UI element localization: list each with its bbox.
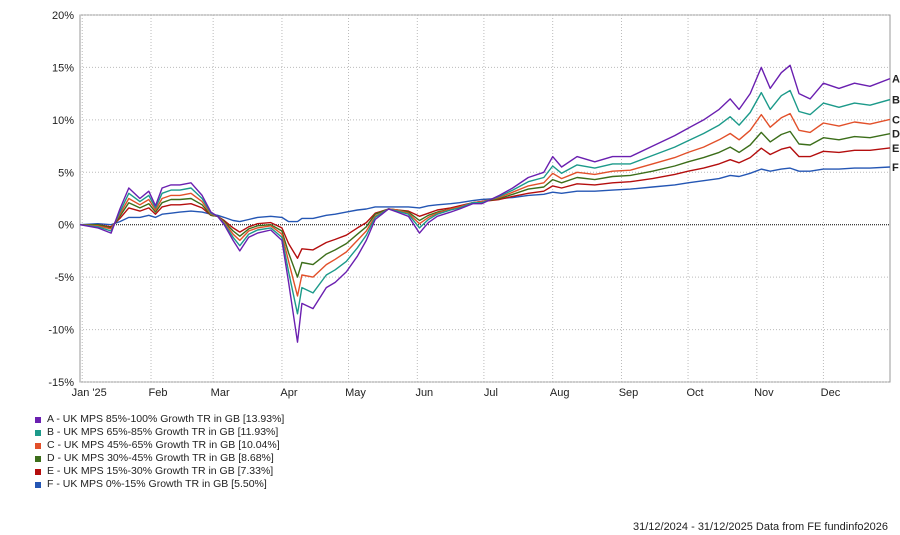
series-line-f — [79, 166, 891, 226]
legend-label: E - UK MPS 15%-30% Growth TR in GB [7.33… — [47, 465, 274, 477]
legend-label: A - UK MPS 85%-100% Growth TR in GB [13.… — [47, 413, 285, 425]
y-tick-label: 5% — [58, 167, 74, 179]
legend-item-d: D - UK MPS 30%-45% Growth TR in GB [8.68… — [35, 452, 284, 465]
series-end-label-b: B — [892, 95, 900, 107]
legend-label: D - UK MPS 30%-45% Growth TR in GB [8.68… — [47, 452, 274, 464]
x-tick-label: Jul — [484, 387, 498, 399]
y-tick-label: 15% — [52, 62, 74, 74]
x-tick-label: Jan '25 — [72, 387, 107, 399]
y-tick-label: -15% — [48, 377, 74, 389]
x-tick-label: Dec — [821, 387, 841, 399]
legend-item-b: B - UK MPS 65%-85% Growth TR in GB [11.9… — [35, 426, 284, 439]
legend: A - UK MPS 85%-100% Growth TR in GB [13.… — [35, 413, 284, 491]
x-tick-label: Apr — [280, 387, 297, 399]
series-line-a — [79, 64, 891, 343]
x-tick-label: Oct — [686, 387, 703, 399]
legend-label: F - UK MPS 0%-15% Growth TR in GB [5.50%… — [47, 478, 267, 490]
y-axis-ticks: 20% 15% 10% 5% 0% -5% -10% -15% — [48, 10, 74, 389]
legend-swatch — [35, 455, 41, 462]
series-line-e — [80, 146, 891, 259]
legend-item-f: F - UK MPS 0%-15% Growth TR in GB [5.50%… — [35, 478, 284, 491]
y-tick-label: 0% — [58, 220, 74, 232]
legend-swatch — [35, 481, 41, 488]
chart-footer: 31/12/2024 - 31/12/2025 Data from FE fun… — [632, 521, 888, 533]
y-tick-label: -5% — [54, 272, 74, 284]
x-tick-label: Mar — [211, 387, 230, 399]
series-end-label-e: E — [892, 143, 899, 155]
x-tick-label: Nov — [754, 387, 774, 399]
x-tick-label: May — [345, 387, 366, 399]
legend-label: B - UK MPS 65%-85% Growth TR in GB [11.9… — [47, 426, 279, 438]
series-end-label-f: F — [892, 162, 899, 174]
series-end-label-c: C — [892, 114, 900, 126]
series-line-b — [79, 89, 891, 315]
series-end-label-d: D — [892, 129, 900, 141]
x-tick-label: Aug — [550, 387, 570, 399]
series-line-d — [80, 130, 891, 278]
x-tick-label: Feb — [149, 387, 168, 399]
legend-item-c: C - UK MPS 45%-65% Growth TR in GB [10.0… — [35, 439, 284, 452]
legend-item-a: A - UK MPS 85%-100% Growth TR in GB [13.… — [35, 413, 284, 426]
legend-swatch — [35, 416, 41, 423]
legend-item-e: E - UK MPS 15%-30% Growth TR in GB [7.33… — [35, 465, 284, 478]
series-end-label-a: A — [892, 74, 900, 86]
legend-label: C - UK MPS 45%-65% Growth TR in GB [10.0… — [47, 439, 280, 451]
line-chart: 20% 15% 10% 5% 0% -5% -10% -15% Jan '25 Feb Mar Ap… — [48, 10, 900, 399]
x-tick-label: Sep — [619, 387, 639, 399]
legend-swatch — [35, 468, 41, 475]
y-tick-label: 20% — [52, 10, 74, 22]
x-axis-ticks: Jan '25 Feb Mar Apr May Jun Jul Aug Sep Oct Nov Dec — [72, 387, 841, 399]
series-lines — [79, 64, 891, 343]
legend-swatch — [35, 429, 41, 436]
series-line-c — [79, 112, 891, 297]
y-tick-label: 10% — [52, 115, 74, 127]
legend-swatch — [35, 442, 41, 449]
y-tick-label: -10% — [48, 325, 74, 337]
x-tick-label: Jun — [415, 387, 433, 399]
